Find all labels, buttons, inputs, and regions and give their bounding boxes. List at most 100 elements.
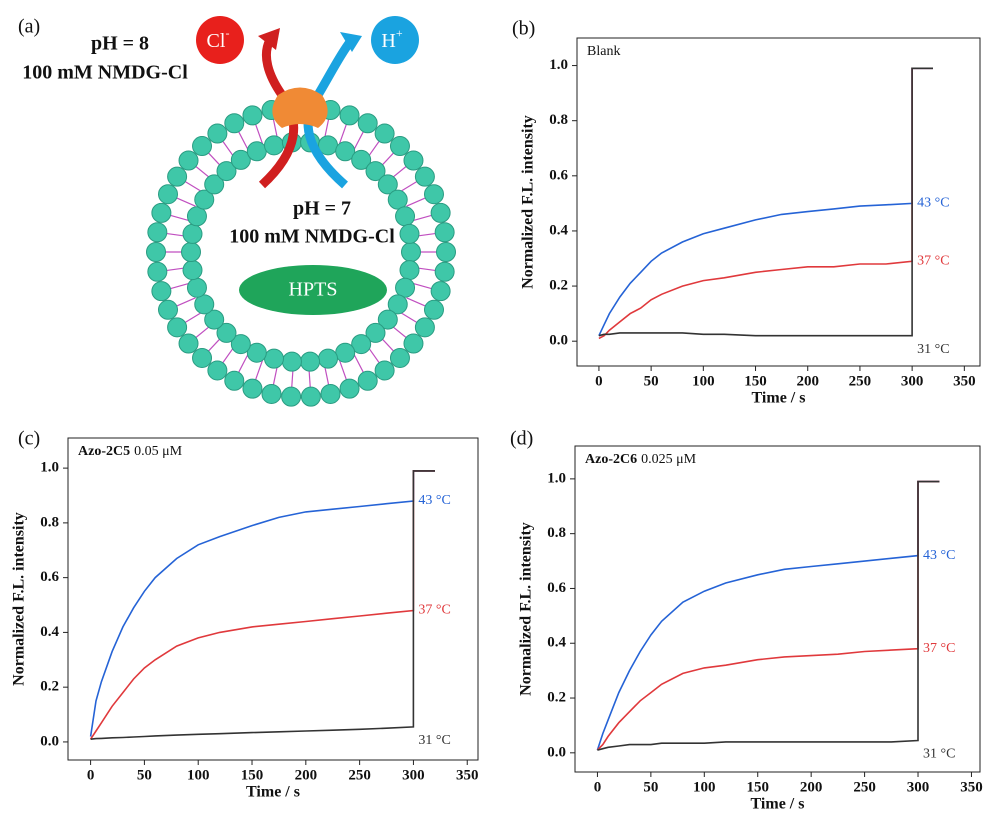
lipid-head	[146, 242, 166, 262]
lipid-head	[430, 281, 451, 302]
lipid-head	[320, 383, 341, 404]
arrow-head	[340, 32, 362, 52]
ion-charge: +	[396, 26, 403, 40]
x-tick-label: 100	[692, 373, 715, 389]
series-label: 43 °C	[923, 548, 955, 563]
lipid-head	[387, 294, 408, 315]
lipid-head	[399, 260, 420, 281]
y-tick-label: 1.0	[549, 57, 568, 73]
series-label: 31 °C	[418, 733, 450, 748]
dye-blob	[239, 265, 387, 315]
x-tick-label: 250	[348, 767, 371, 783]
lipid-head	[434, 222, 455, 243]
panel-label: (a)	[18, 16, 40, 38]
lipid-head	[216, 161, 237, 182]
lipid-head	[167, 317, 188, 338]
lipid-head	[351, 334, 372, 355]
lipid-head	[242, 105, 263, 126]
y-tick-label: 0.6	[547, 580, 566, 596]
lipid-head	[216, 322, 237, 343]
x-tick-label: 150	[241, 767, 264, 783]
lipid-head	[351, 149, 372, 170]
plot-frame	[67, 437, 479, 761]
lipid-head	[182, 223, 203, 244]
proton-ion	[371, 16, 419, 64]
ion-symbol: H	[381, 30, 395, 52]
x-tick-label: 0	[87, 767, 95, 783]
y-tick-label: 0.8	[40, 514, 59, 530]
data-line	[89, 470, 435, 740]
data-line	[596, 480, 940, 751]
y-tick-label: 0.0	[40, 733, 59, 749]
lipid-head	[403, 333, 424, 354]
annotation: Blank	[587, 44, 620, 59]
lipid-head	[151, 281, 172, 302]
data-line	[597, 480, 940, 751]
lipid-head	[261, 383, 282, 404]
lipid-head	[158, 299, 179, 320]
x-tick-label: 50	[137, 767, 152, 783]
annotation-part: Azo-2C5	[78, 444, 130, 459]
lipid-head	[192, 136, 213, 157]
annotation-part: Azo-2C6	[585, 452, 637, 467]
y-axis-label: Normalized F.L. intensity	[11, 512, 28, 686]
lipid-head	[374, 123, 395, 144]
panel-label: (b)	[512, 18, 535, 40]
lipid-head	[377, 174, 398, 195]
x-tick-label: 300	[907, 779, 930, 795]
proton-label: H+	[381, 26, 402, 52]
x-tick-label: 200	[796, 373, 819, 389]
plot-frame	[576, 37, 981, 367]
inside-ph: pH = 7	[293, 198, 351, 220]
lipid-head	[204, 309, 225, 330]
lipid-head	[167, 166, 188, 187]
lipid-head	[182, 260, 203, 281]
x-tick-label: 100	[187, 767, 210, 783]
ion-charge: -	[225, 26, 229, 40]
lipid-head	[147, 222, 168, 243]
x-tick-label: 150	[746, 779, 769, 795]
x-tick-label: 0	[594, 779, 602, 795]
x-axis-label: Time / s	[751, 796, 805, 813]
lipid-head	[389, 136, 410, 157]
data-line	[598, 67, 933, 340]
y-axis-label: Normalized F.L. intensity	[520, 115, 537, 289]
x-tick-label: 300	[901, 373, 924, 389]
outside-salt: 100 mM NMDG-Cl	[22, 62, 188, 84]
panel-label: (c)	[18, 428, 40, 450]
lipid-head	[339, 105, 360, 126]
data-line	[596, 480, 940, 751]
x-tick-label: 200	[295, 767, 318, 783]
annotation-part: Blank	[587, 44, 620, 59]
lipid-head	[300, 351, 321, 372]
lipid-head	[207, 360, 228, 381]
series-label: 31 °C	[917, 342, 949, 357]
lipid-head	[246, 342, 267, 363]
lipid-head	[246, 141, 267, 162]
y-tick-label: 0.6	[549, 167, 568, 183]
lipid-head	[365, 161, 386, 182]
lipid-head	[263, 348, 284, 369]
x-axis-label: Time / s	[752, 390, 806, 407]
lipid-head	[242, 378, 263, 399]
lipid-head	[207, 123, 228, 144]
lipid-head	[389, 347, 410, 368]
x-tick-label: 150	[744, 373, 767, 389]
lipid-head	[318, 348, 339, 369]
y-tick-label: 0.0	[547, 744, 566, 760]
series-label: 37 °C	[418, 603, 450, 618]
plot-frame	[574, 445, 981, 773]
x-axis-label: Time / s	[246, 784, 300, 801]
transporter	[272, 87, 328, 128]
lipid-head	[434, 261, 455, 282]
lipid-head	[224, 370, 245, 391]
lipid-head	[399, 223, 420, 244]
ion-symbol: Cl	[207, 30, 226, 52]
inside-salt: 100 mM NMDG-Cl	[229, 226, 395, 248]
lipid-head	[281, 351, 302, 372]
data-line	[90, 470, 435, 740]
lipid-head	[224, 113, 245, 134]
y-axis-label: Normalized F.L. intensity	[518, 522, 535, 696]
series-label: 37 °C	[917, 253, 949, 268]
